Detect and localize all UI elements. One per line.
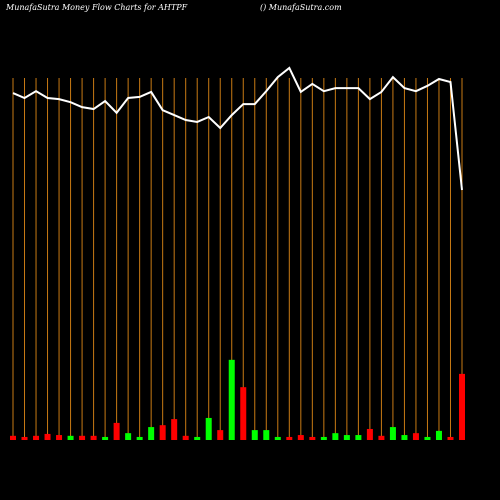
bar: [343, 435, 350, 440]
bar: [366, 428, 373, 440]
bar: [263, 430, 270, 440]
bar: [228, 359, 235, 440]
chart-subtitle: () MunafaSutra.com: [260, 3, 342, 12]
bar: [21, 436, 28, 440]
bar: [171, 419, 178, 440]
bar: [435, 430, 442, 440]
chart-title: MunafaSutra Money Flow Charts for AHTPF: [5, 3, 188, 12]
bar: [44, 433, 51, 440]
bar: [56, 435, 63, 440]
bar: [194, 436, 201, 440]
bar: [320, 436, 327, 440]
bar: [389, 427, 396, 440]
bar: [136, 436, 143, 440]
bar: [67, 435, 74, 440]
bar: [102, 436, 109, 440]
bar: [332, 433, 339, 440]
bar: [378, 435, 385, 440]
bar: [240, 387, 247, 440]
bar: [424, 436, 431, 440]
bar: [10, 435, 16, 440]
bar: [113, 422, 120, 440]
bar: [217, 430, 224, 440]
bar: [309, 436, 316, 440]
bar: [148, 427, 155, 440]
bar: [274, 436, 281, 440]
bar: [251, 430, 258, 440]
line: [12, 66, 463, 191]
bar: [412, 433, 419, 440]
bar: [90, 435, 97, 440]
bar: [79, 435, 86, 440]
bar: [447, 436, 454, 440]
bar: [286, 436, 293, 440]
bar: [159, 425, 166, 440]
bar: [459, 373, 465, 440]
bar: [401, 435, 408, 440]
bar: [355, 435, 362, 440]
bar: [205, 417, 212, 440]
bar: [33, 435, 40, 440]
bar: [182, 435, 189, 440]
bar: [297, 435, 304, 440]
bar: [125, 433, 132, 440]
